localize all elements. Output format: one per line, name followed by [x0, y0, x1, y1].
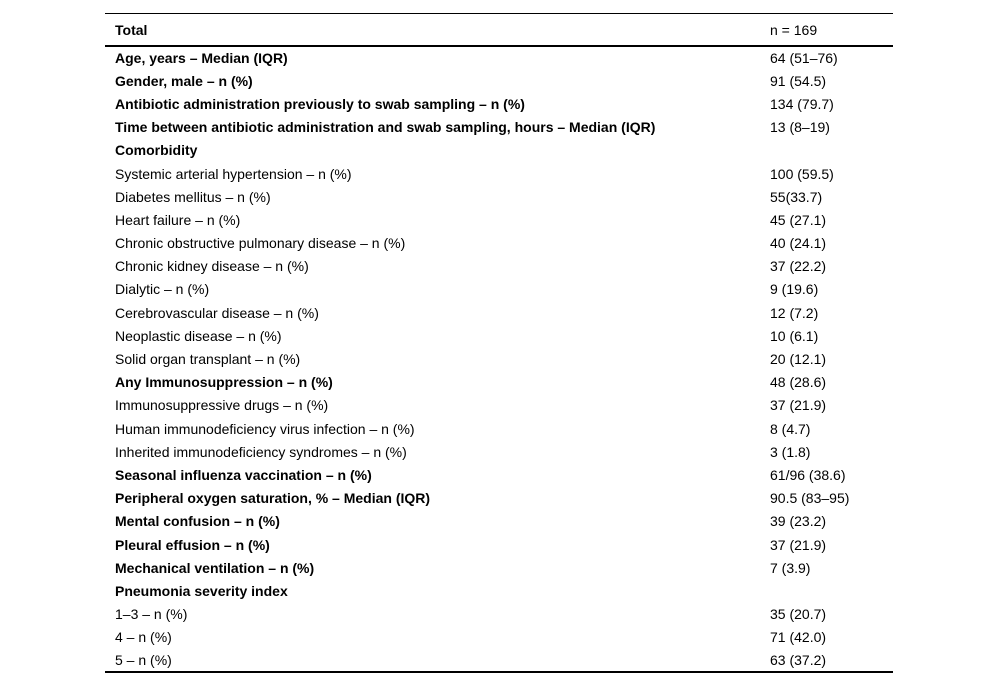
table-row: Immunosuppressive drugs – n (%) 37 (21.9) [105, 394, 893, 417]
row-value-cell: 7 (3.9) [770, 559, 811, 576]
row-value-cell: 37 (21.9) [770, 397, 827, 414]
row-value-cell: 12 (7.2) [770, 304, 819, 321]
table-row: Mental confusion – n (%) 39 (23.2) [105, 510, 893, 533]
row-value-cell: 39 (23.2) [770, 513, 827, 530]
table-row: Gender, male – n (%) 91 (54.5) [105, 69, 893, 92]
table-row: Heart failure – n (%) 45 (27.1) [105, 208, 893, 231]
row-label-cell: Gender, male – n (%) [115, 72, 253, 89]
row-value-cell [770, 579, 893, 602]
table-row: Chronic obstructive pulmonary disease – … [105, 232, 893, 255]
row-label-cell: 5 – n (%) [105, 648, 770, 674]
row-label-cell: Time between antibiotic administration a… [115, 119, 656, 136]
table-row: Dialytic – n (%) 9 (19.6) [105, 278, 893, 301]
table-header: Total n = 169 [105, 13, 893, 47]
row-value-cell: 90.5 (83–95) [770, 490, 850, 507]
section-label-cell: Pneumonia severity index [115, 582, 288, 599]
table-body: Age, years – Median (IQR) 64 (51–76) Gend… [105, 46, 893, 674]
table-row: Age, years – Median (IQR) 64 (51–76) [105, 46, 893, 69]
row-value-cell: 37 (21.9) [770, 536, 827, 553]
row-label-cell: Peripheral oxygen saturation, % – Median… [115, 490, 431, 507]
row-value-cell: 55(33.7) [770, 188, 823, 205]
row-value-cell: 134 (79.7) [770, 95, 834, 112]
table-row: Cerebrovascular disease – n (%) 12 (7.2) [105, 301, 893, 324]
row-label-cell: Diabetes mellitus – n (%) [115, 188, 271, 205]
row-value-cell: 100 (59.5) [770, 165, 834, 182]
row-label-cell: Chronic kidney disease – n (%) [115, 258, 309, 275]
row-label-cell: Age, years – Median (IQR) [115, 50, 288, 67]
row-label-cell: Seasonal influenza vaccination – n (%) [115, 466, 372, 483]
row-label-cell: 1–3 – n (%) [115, 606, 188, 623]
row-value-cell: 13 (8–19) [770, 119, 830, 136]
row-label-cell: Neoplastic disease – n (%) [115, 327, 282, 344]
table-row-section: Comorbidity [105, 139, 893, 162]
row-label-cell: Inherited immunodeficiency syndromes – n… [115, 443, 407, 460]
table-row: Mechanical ventilation – n (%) 7 (3.9) [105, 556, 893, 579]
row-label-cell: Human immunodeficiency virus infection –… [115, 420, 415, 437]
row-value-cell: 63 (37.2) [770, 648, 893, 674]
patient-characteristics-table: Total n = 169 Age, years – Median (IQR) 6… [105, 13, 893, 674]
row-label-cell: Pleural effusion – n (%) [115, 536, 270, 553]
row-label-cell: Any Immunosuppression – n (%) [115, 374, 333, 391]
table-row: 5 – n (%) 63 (37.2) [105, 648, 893, 674]
row-label-cell: 4 – n (%) [115, 629, 172, 646]
row-label-cell: Systemic arterial hypertension – n (%) [115, 165, 352, 182]
row-value-cell: 71 (42.0) [770, 629, 827, 646]
row-value-cell: 40 (24.1) [770, 235, 827, 252]
table-row: Inherited immunodeficiency syndromes – n… [105, 440, 893, 463]
table-row: Systemic arterial hypertension – n (%) 10… [105, 162, 893, 185]
row-value-cell: 45 (27.1) [770, 211, 827, 228]
row-value-cell: 9 (19.6) [770, 281, 819, 298]
table-row: Chronic kidney disease – n (%) 37 (22.2) [105, 255, 893, 278]
table-row: Pleural effusion – n (%) 37 (21.9) [105, 533, 893, 556]
row-value-cell: 10 (6.1) [770, 327, 819, 344]
table-row: Human immunodeficiency virus infection –… [105, 417, 893, 440]
row-label-cell: Antibiotic administration previously to … [115, 95, 525, 112]
row-label-cell: Heart failure – n (%) [115, 211, 241, 228]
table-row: Seasonal influenza vaccination – n (%) 61… [105, 463, 893, 486]
patient-characteristics-table-wrap: Total n = 169 Age, years – Median (IQR) 6… [105, 13, 893, 674]
row-value-cell: 61/96 (38.6) [770, 466, 846, 483]
table-row: Solid organ transplant – n (%) 20 (12.1) [105, 347, 893, 370]
header-row: Total n = 169 [105, 13, 893, 47]
row-value-cell: 20 (12.1) [770, 351, 827, 368]
row-label-cell: Mechanical ventilation – n (%) [115, 559, 315, 576]
column-header-n: n = 169 [770, 13, 893, 47]
table-row: Peripheral oxygen saturation, % – Median… [105, 487, 893, 510]
row-value-cell: 8 (4.7) [770, 420, 811, 437]
table-row-section: Pneumonia severity index [105, 579, 893, 602]
row-label-cell: Dialytic – n (%) [115, 281, 210, 298]
column-header-total: Total [105, 13, 770, 47]
table-row: Diabetes mellitus – n (%) 55(33.7) [105, 185, 893, 208]
row-label-cell: Cerebrovascular disease – n (%) [115, 304, 319, 321]
row-value-cell: 64 (51–76) [770, 50, 838, 67]
row-value-cell: 35 (20.7) [770, 606, 827, 623]
row-label-cell: Immunosuppressive drugs – n (%) [115, 397, 329, 414]
row-label-cell: Mental confusion – n (%) [115, 513, 280, 530]
row-value-cell [770, 139, 893, 162]
table-row: Time between antibiotic administration a… [105, 116, 893, 139]
section-label-cell: Comorbidity [115, 142, 198, 159]
row-value-cell: 37 (22.2) [770, 258, 827, 275]
row-label-cell: Solid organ transplant – n (%) [115, 351, 301, 368]
row-value-cell: 3 (1.8) [770, 443, 811, 460]
table-row: 1–3 – n (%) 35 (20.7) [105, 603, 893, 626]
table-row: Any Immunosuppression – n (%) 48 (28.6) [105, 371, 893, 394]
row-value-cell: 91 (54.5) [770, 72, 827, 89]
table-row: Antibiotic administration previously to … [105, 92, 893, 115]
row-value-cell: 48 (28.6) [770, 374, 827, 391]
table-row: Neoplastic disease – n (%) 10 (6.1) [105, 324, 893, 347]
row-label-cell: Chronic obstructive pulmonary disease – … [115, 235, 406, 252]
table-row: 4 – n (%) 71 (42.0) [105, 626, 893, 649]
